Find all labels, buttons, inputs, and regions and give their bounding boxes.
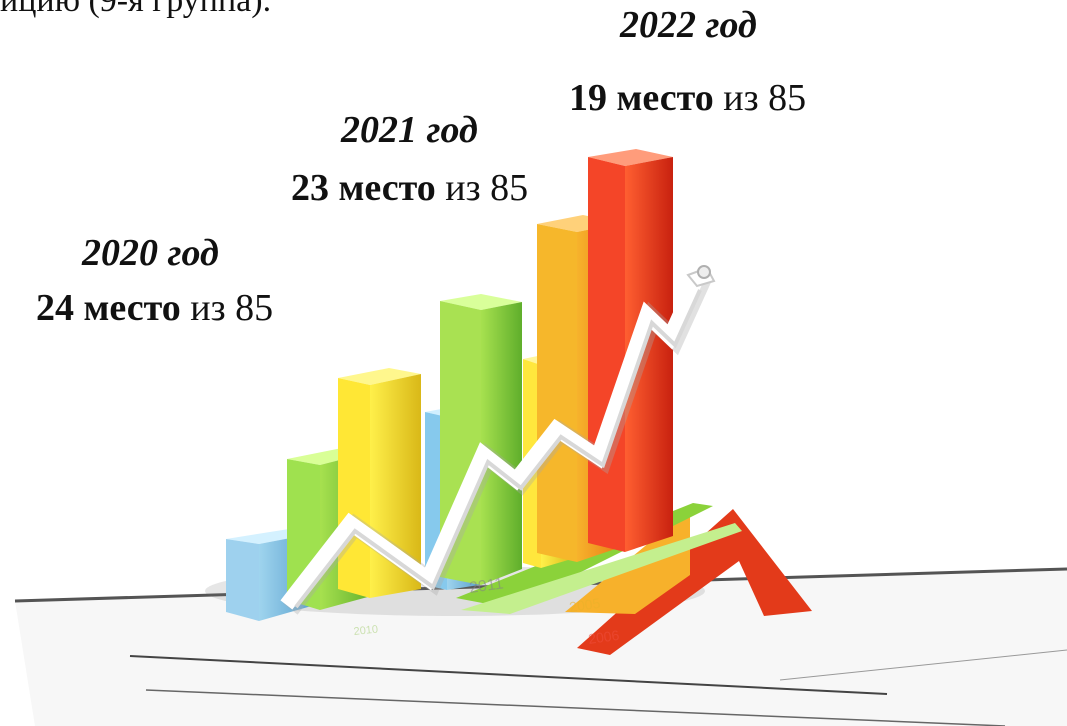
place-suffix-2022: из 85 xyxy=(713,77,807,119)
svg-text:2010: 2010 xyxy=(353,623,379,637)
blurred-paper-labels: 2011 2005 2006 2010 xyxy=(353,575,620,647)
svg-text:2006: 2006 xyxy=(587,627,620,647)
year-label-2020: 2020 год xyxy=(82,232,219,274)
year-label-2022: 2022 год xyxy=(620,4,757,46)
svg-text:2005: 2005 xyxy=(568,595,601,615)
place-suffix-2021: из 85 xyxy=(435,167,529,209)
place-suffix-2020: из 85 xyxy=(180,287,274,329)
place-label-2020: 24 место из 85 xyxy=(36,287,274,330)
place-number-2020: 24 место xyxy=(36,287,181,329)
clipped-top-text: ицию (9-я группа). xyxy=(0,0,272,19)
bar-8 xyxy=(588,149,673,552)
svg-text:2011: 2011 xyxy=(468,575,505,597)
place-number-2022: 19 место xyxy=(569,77,714,119)
trend-line xyxy=(280,265,716,615)
place-number-2021: 23 место xyxy=(291,167,436,209)
place-label-2022: 19 место из 85 xyxy=(569,77,807,120)
place-label-2021: 23 место из 85 xyxy=(291,167,529,210)
year-label-2021: 2021 год xyxy=(341,109,478,151)
